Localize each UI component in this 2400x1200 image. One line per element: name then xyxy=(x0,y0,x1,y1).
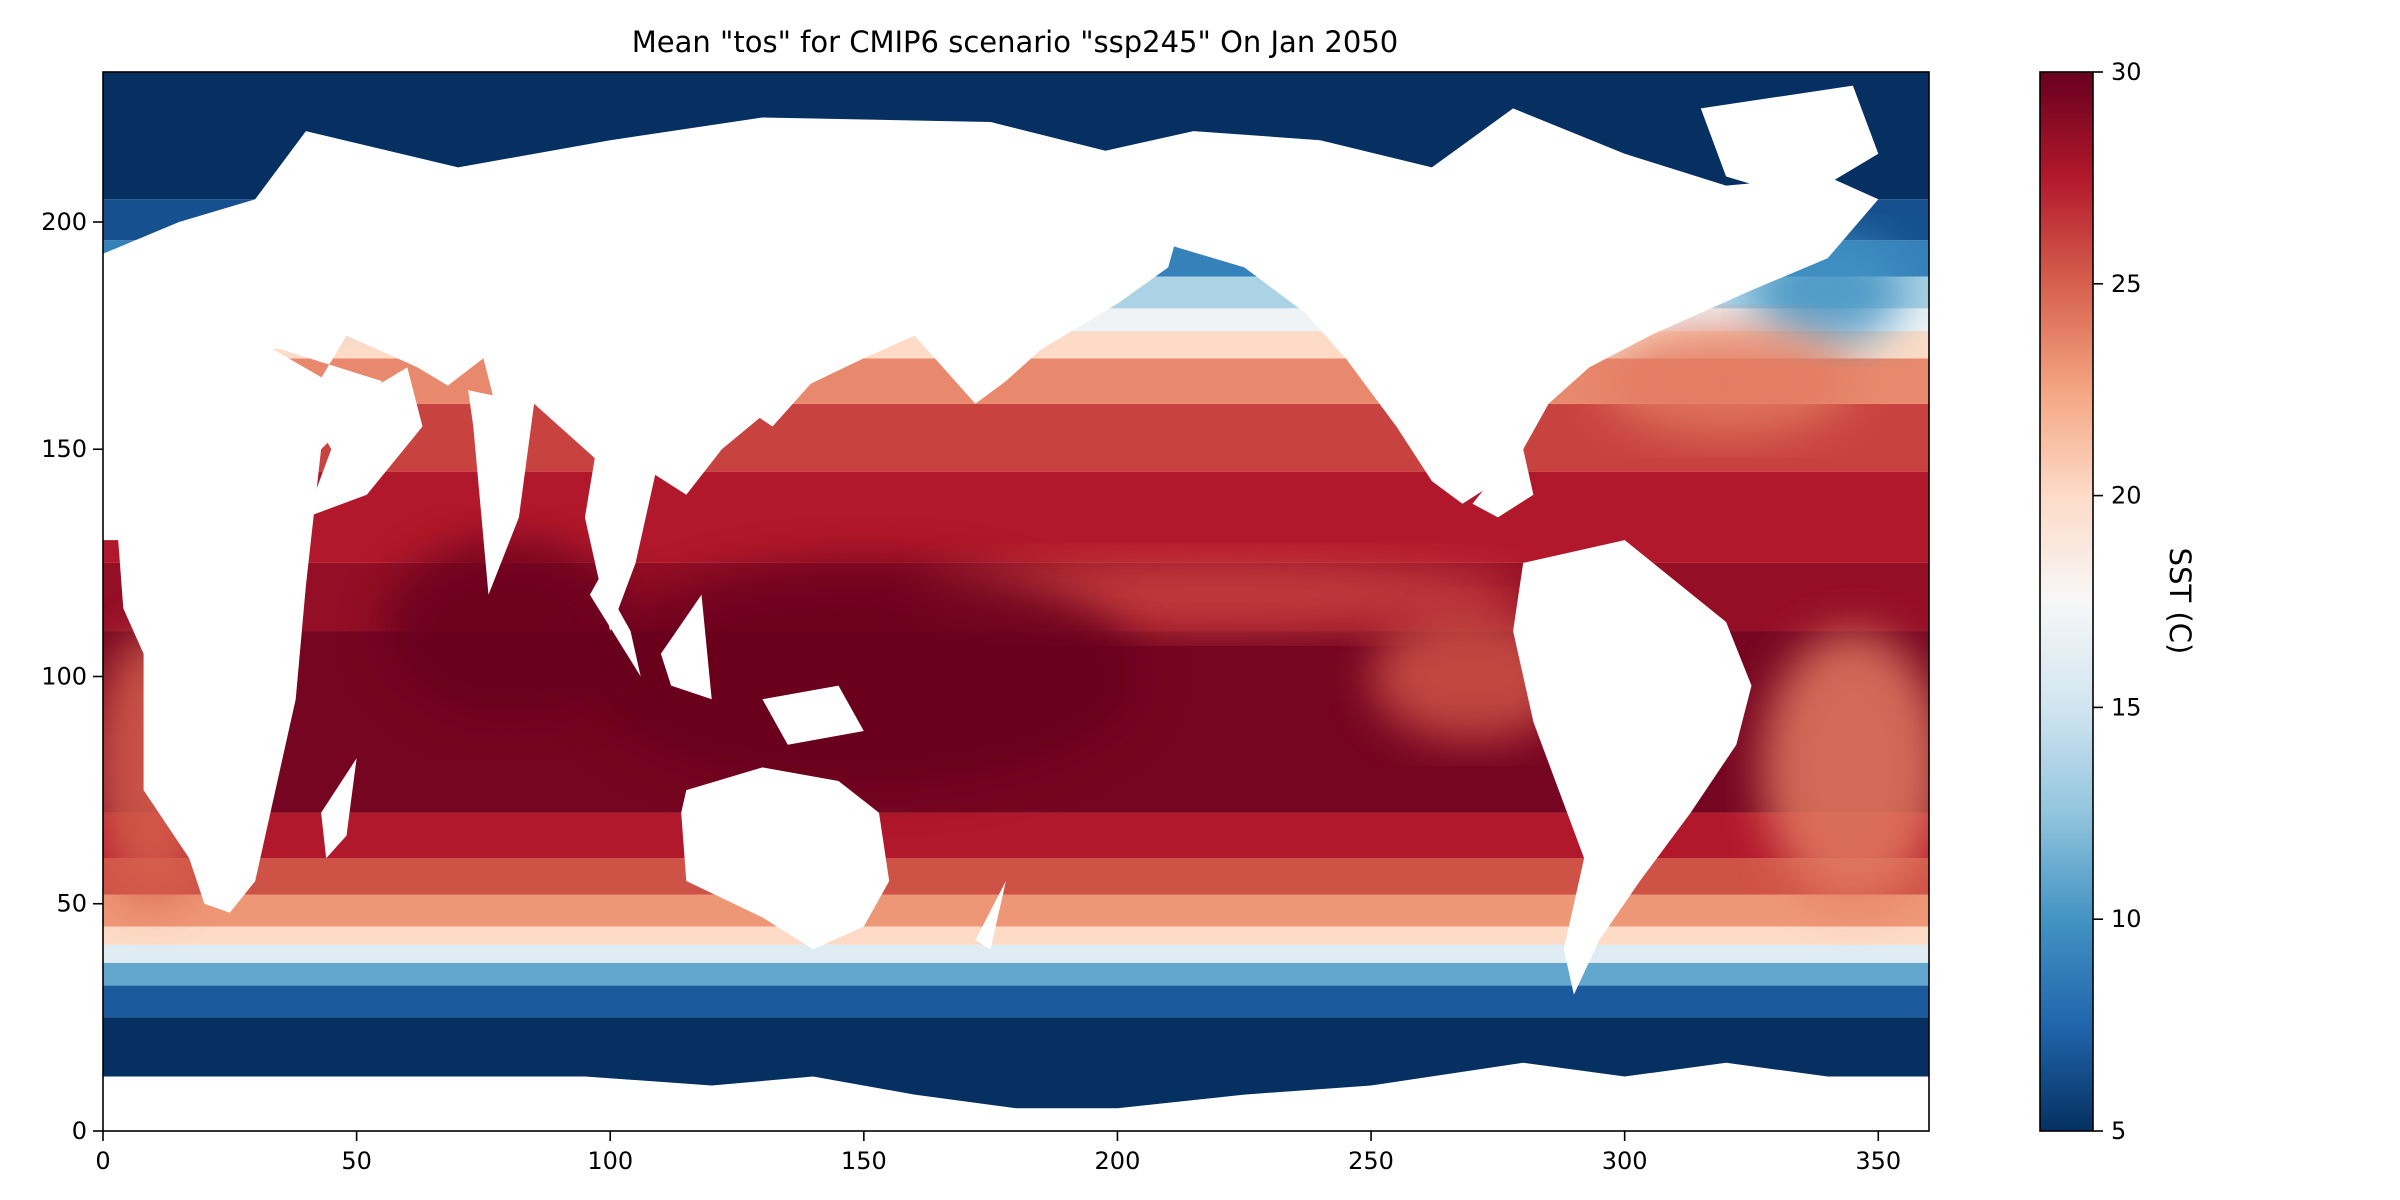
sst-band xyxy=(103,985,1929,1018)
colorbar-tick-label: 20 xyxy=(2111,482,2142,510)
colorbar-tick-label: 15 xyxy=(2111,693,2142,721)
land-sumatra xyxy=(589,576,641,677)
land-new-guinea xyxy=(762,685,864,745)
sst-band xyxy=(103,962,1929,986)
x-tick-label: 300 xyxy=(1602,1147,1648,1175)
x-axis: 0 50 100 150 200 250 300 350 xyxy=(95,1131,1901,1175)
land-madagascar xyxy=(321,758,357,859)
land-antarctica xyxy=(103,1062,1929,1131)
y-axis: 0 50 100 150 200 xyxy=(41,208,103,1145)
x-tick-label: 0 xyxy=(95,1147,110,1175)
y-tick-label: 100 xyxy=(41,662,87,690)
sst-band xyxy=(103,926,1929,945)
x-tick-label: 250 xyxy=(1348,1147,1394,1175)
y-tick-label: 50 xyxy=(56,890,87,918)
land-europe-asia xyxy=(103,117,1194,495)
land-africa xyxy=(103,335,367,913)
land-arabia xyxy=(305,367,423,518)
chart-title: Mean "tos" for CMIP6 scenario "ssp245" O… xyxy=(632,25,1398,59)
sst-band xyxy=(103,858,1929,895)
land-borneo-indonesia xyxy=(660,594,712,700)
plot-frame xyxy=(102,71,1930,1132)
colorbar-tick-label: 5 xyxy=(2111,1117,2126,1145)
sst-band xyxy=(103,894,1929,927)
land-india xyxy=(468,390,535,595)
land-central-america xyxy=(1472,449,1534,518)
sst-anomaly xyxy=(1761,631,1929,904)
colorbar-label: SST (C) xyxy=(2163,548,2197,655)
land-north-america xyxy=(1092,108,1879,504)
land-indochina xyxy=(584,426,661,631)
x-tick-label: 50 xyxy=(341,1147,372,1175)
colorbar-ticks: 5 10 15 20 25 30 xyxy=(2093,58,2142,1145)
x-tick-label: 100 xyxy=(587,1147,633,1175)
land-south-america xyxy=(1513,540,1752,995)
sst-band xyxy=(103,944,1929,963)
land-mask xyxy=(103,85,1929,1131)
land-greenland xyxy=(1700,85,1879,200)
y-tick-label: 150 xyxy=(41,435,87,463)
y-tick-label: 0 xyxy=(72,1117,87,1145)
sst-anomaly xyxy=(584,562,1143,791)
x-tick-label: 200 xyxy=(1095,1147,1141,1175)
colorbar-tick-label: 10 xyxy=(2111,905,2142,933)
y-tick-label: 200 xyxy=(41,208,87,236)
sst-band xyxy=(103,471,1929,563)
sst-anomaly xyxy=(1599,326,1853,436)
land-australia xyxy=(681,767,890,950)
colorbar-tick-label: 25 xyxy=(2111,270,2142,298)
land-japan xyxy=(752,312,839,427)
sst-anomaly xyxy=(381,540,636,722)
plot-area xyxy=(103,72,1929,1131)
x-tick-label: 150 xyxy=(841,1147,887,1175)
colorbar-tick-label: 30 xyxy=(2111,58,2142,86)
land-new-zealand xyxy=(975,881,1006,950)
x-tick-label: 350 xyxy=(1855,1147,1901,1175)
colorbar xyxy=(2039,71,2094,1132)
